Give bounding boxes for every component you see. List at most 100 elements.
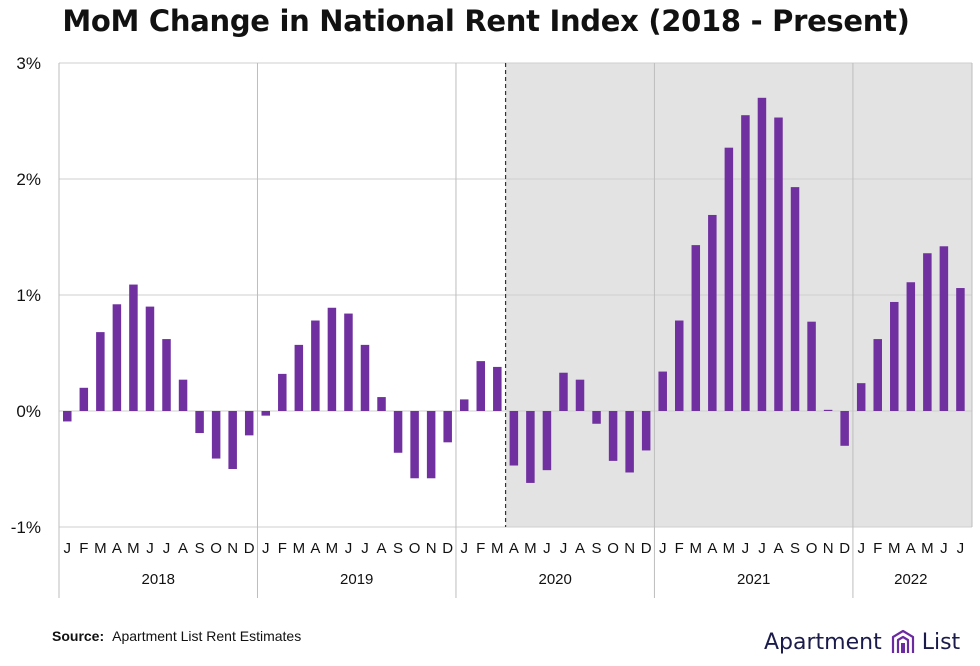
month-tick-label: F xyxy=(278,540,287,557)
year-tick-label: 2022 xyxy=(894,571,927,588)
month-tick-label: S xyxy=(195,540,205,557)
bar xyxy=(675,320,684,411)
bar xyxy=(939,246,949,411)
bar xyxy=(327,307,337,411)
bar xyxy=(344,313,353,411)
month-tick-label: M xyxy=(888,540,901,557)
bar xyxy=(906,282,916,411)
month-tick-label: M xyxy=(326,540,339,557)
bar xyxy=(774,117,783,412)
month-tick-label: A xyxy=(773,540,783,557)
month-tick-label: D xyxy=(641,540,652,557)
bar xyxy=(608,411,618,461)
month-tick-label: D xyxy=(442,540,453,557)
bar xyxy=(360,344,370,411)
month-tick-label: D xyxy=(839,540,850,557)
month-tick-label: M xyxy=(690,540,703,557)
year-tick-label: 2021 xyxy=(737,571,770,588)
bar xyxy=(178,379,188,411)
bar xyxy=(807,321,816,411)
month-tick-label: A xyxy=(377,540,387,557)
bar xyxy=(840,411,849,446)
bar xyxy=(211,411,221,459)
bar xyxy=(956,288,965,411)
month-tick-label: J xyxy=(543,540,551,557)
y-tick-label: -1% xyxy=(11,518,41,537)
source-label: Source: xyxy=(52,628,105,644)
month-tick-label: J xyxy=(361,540,369,557)
month-tick-label: N xyxy=(227,540,238,557)
bar xyxy=(377,397,386,411)
bar xyxy=(459,399,469,411)
bar xyxy=(873,339,882,411)
month-tick-label: A xyxy=(707,540,717,557)
bar xyxy=(129,284,138,411)
month-tick-label: F xyxy=(873,540,882,557)
month-tick-label: O xyxy=(409,540,421,557)
bar xyxy=(63,411,72,422)
y-tick-label: 1% xyxy=(16,286,41,305)
bar xyxy=(410,411,419,479)
month-tick-label: A xyxy=(178,540,188,557)
bar xyxy=(708,214,717,411)
bar xyxy=(542,411,552,471)
month-tick-label: O xyxy=(806,540,818,557)
bar xyxy=(79,387,89,411)
bar-chart: -1%0%1%2%3%J F M A M J J A S O N D J F M A M J J A S O N D J F M A M… xyxy=(11,54,973,598)
bar xyxy=(691,245,701,411)
bar xyxy=(261,411,270,416)
month-tick-label: A xyxy=(310,540,320,557)
bar xyxy=(195,411,204,434)
month-tick-label: J xyxy=(742,540,750,557)
bar xyxy=(228,411,237,469)
bar xyxy=(823,409,833,411)
bar xyxy=(244,411,254,436)
bar xyxy=(162,339,171,411)
month-tick-label: A xyxy=(112,540,122,557)
bar xyxy=(278,373,287,411)
bar xyxy=(393,411,403,453)
month-tick-label: N xyxy=(823,540,834,557)
brand-suffix: List xyxy=(921,629,961,655)
bar xyxy=(856,383,866,411)
month-tick-label: J xyxy=(857,540,865,557)
year-tick-label: 2020 xyxy=(539,571,572,588)
bar xyxy=(575,379,585,411)
month-tick-label: F xyxy=(79,540,88,557)
month-tick-label: J xyxy=(758,540,766,557)
month-tick-label: J xyxy=(560,540,568,557)
y-tick-label: 2% xyxy=(16,170,41,189)
month-tick-label: J xyxy=(940,540,948,557)
month-tick-label: M xyxy=(524,540,537,557)
month-tick-label: M xyxy=(723,540,736,557)
month-tick-label: A xyxy=(509,540,519,557)
month-tick-label: M xyxy=(127,540,140,557)
bar xyxy=(757,97,767,412)
year-tick-label: 2019 xyxy=(340,571,373,588)
month-tick-label: F xyxy=(675,540,684,557)
bar xyxy=(790,187,800,411)
month-tick-label: J xyxy=(163,540,171,557)
month-tick-label: S xyxy=(393,540,403,557)
month-tick-label: S xyxy=(592,540,602,557)
month-tick-label: J xyxy=(659,540,667,557)
month-tick-label: M xyxy=(491,540,504,557)
bar xyxy=(426,411,436,479)
month-tick-label: N xyxy=(426,540,437,557)
bar xyxy=(625,411,634,473)
month-tick-label: S xyxy=(790,540,800,557)
bar xyxy=(890,301,899,411)
brand-logo: Apartment List xyxy=(764,622,960,662)
apartment-list-logo-icon xyxy=(891,629,914,653)
month-tick-label: D xyxy=(244,540,255,557)
month-tick-label: A xyxy=(575,540,585,557)
bar xyxy=(559,372,568,411)
month-tick-label: O xyxy=(210,540,222,557)
bar xyxy=(592,411,601,424)
year-tick-label: 2018 xyxy=(142,571,175,588)
month-tick-label: M xyxy=(921,540,934,557)
bar xyxy=(311,320,320,411)
month-tick-label: F xyxy=(476,540,485,557)
month-tick-label: M xyxy=(94,540,107,557)
source-text: Apartment List Rent Estimates xyxy=(112,628,302,644)
